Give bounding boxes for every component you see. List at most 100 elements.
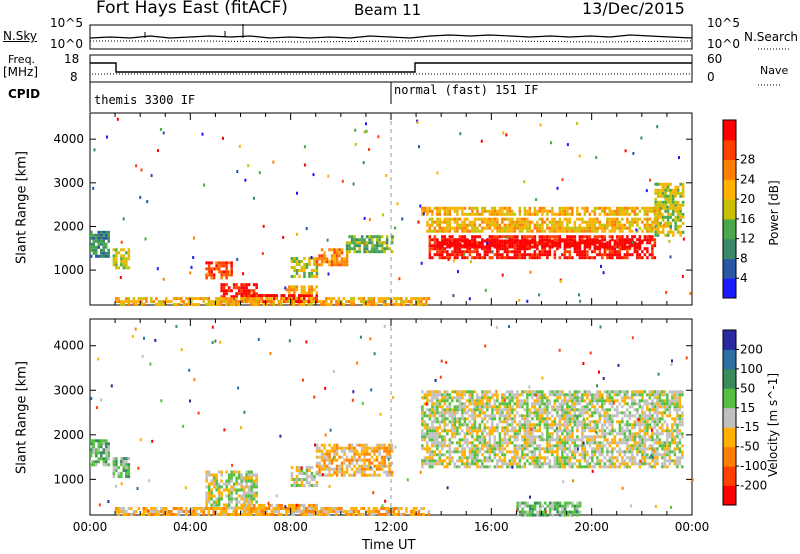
velocity-region-8 [516, 501, 582, 517]
power-ytick-label-1: 2000 [53, 219, 84, 233]
velocity-colorbar-frame [722, 329, 737, 506]
power-colorbar-seg-2 [723, 238, 736, 259]
power-cb-tick-label-4: 20 [740, 192, 755, 206]
power-cb-tick-label-2: 12 [740, 232, 755, 246]
velocity-colorbar-seg-0 [723, 485, 736, 506]
power-ytick-label-2: 3000 [53, 176, 84, 190]
power-colorbar-seg-6 [723, 159, 736, 180]
velocity-colorbar-seg-4 [723, 407, 736, 428]
noise-right-tick-bottom: 10^0 [707, 37, 740, 51]
power-region-9 [115, 297, 431, 307]
time-tick-label-1: 04:00 [173, 520, 208, 534]
power-cb-tick-label-3: 16 [740, 212, 755, 226]
power-colorbar-seg-4 [723, 199, 736, 220]
time-tick-label-2: 08:00 [273, 520, 308, 534]
velocity-region-1 [112, 457, 131, 479]
velocity-region-6 [115, 507, 431, 516]
velocity-cb-tick-label-1: 100 [740, 362, 763, 376]
freq-panel-frame [89, 54, 693, 83]
power-region-11 [426, 217, 659, 233]
velocity-colorbar-seg-6 [723, 368, 736, 389]
velocity-ytick-label-1: 2000 [53, 428, 84, 442]
velocity-cb-tick-label-2: 50 [740, 381, 755, 395]
velocity-colorbar-seg-8 [723, 330, 736, 350]
power-region-2 [205, 261, 233, 280]
noise-right-tick-top: 10^5 [707, 16, 740, 30]
velocity-region-0 [90, 439, 110, 467]
freq-right-tick-bottom: 0 [707, 70, 715, 84]
power-region-6 [290, 257, 319, 278]
noise-search-label: N.Search [744, 30, 799, 44]
velocity-cb-tick-label-5: -50 [740, 440, 760, 454]
cpid-label: CPID [8, 87, 41, 101]
velocity-colorbar-label: Velocity [m s^-1] [766, 372, 780, 478]
power-cb-tick-label-6: 28 [740, 153, 755, 167]
velocity-ytick-label-2: 3000 [53, 383, 84, 397]
noise-sky-line [89, 34, 693, 39]
freq-line [90, 62, 692, 73]
velocity-scatter [90, 324, 694, 514]
power-region-10 [421, 206, 664, 216]
power-region-5 [285, 285, 319, 295]
freq-left-tick-bottom: 8 [70, 70, 78, 84]
noise-left-tick-bottom: 10^0 [50, 37, 83, 51]
power-colorbar-seg-5 [723, 179, 736, 200]
velocity-ylabel: Slant Range [km] [14, 361, 30, 474]
velocity-colorbar-seg-2 [723, 446, 736, 467]
velocity-colorbar-seg-5 [723, 388, 736, 409]
power-colorbar-seg-8 [723, 120, 736, 141]
power-region-4 [240, 294, 318, 304]
power-colorbar-seg-0 [723, 278, 736, 299]
velocity-ytick-label-3: 4000 [53, 339, 84, 353]
power-colorbar-label: Power [dB] [767, 180, 781, 246]
power-cb-tick-label-0: 4 [740, 271, 748, 285]
velocity-region-7 [421, 390, 684, 469]
cpid-segment-2: normal (fast) 151 IF [394, 83, 539, 97]
power-cb-tick-label-1: 8 [740, 251, 748, 265]
velocity-ytick-label-0: 1000 [53, 472, 84, 486]
time-tick-label-0: 00:00 [73, 520, 108, 534]
velocity-cb-tick-label-4: -15 [740, 420, 760, 434]
velocity-colorbar-seg-3 [723, 427, 736, 448]
velocity-cb-tick-label-0: 200 [740, 342, 763, 356]
power-region-14 [654, 182, 685, 237]
velocity-region-3 [240, 503, 318, 513]
power-ytick-label-3: 4000 [53, 132, 84, 146]
time-tick-label-6: 00:00 [675, 520, 710, 534]
power-region-3 [220, 283, 258, 302]
velocity-frame [89, 318, 693, 516]
power-region-0 [90, 230, 110, 258]
freq-right-tick-top: 60 [707, 52, 723, 66]
power-region-1 [112, 248, 131, 270]
time-tick-label-4: 16:00 [474, 520, 509, 534]
noise-left-tick-top: 10^5 [50, 16, 83, 30]
power-ylabel: Slant Range [km] [14, 151, 30, 264]
power-region-7 [315, 248, 349, 267]
power-region-13 [436, 239, 644, 249]
time-tick-label-5: 20:00 [574, 520, 609, 534]
power-frame [89, 112, 693, 306]
noise-search-line [90, 40, 693, 43]
time-axis-label: Time UT [362, 538, 416, 553]
power-region-12 [428, 235, 657, 260]
velocity-region-4 [290, 466, 319, 487]
velocity-colorbar-seg-7 [723, 349, 736, 370]
power-colorbar-seg-3 [723, 218, 736, 240]
velocity-cb-tick-label-3: 15 [740, 401, 755, 415]
velocity-cb-tick-label-6: -100 [740, 459, 767, 473]
power-scatter [92, 117, 692, 303]
power-colorbar-seg-1 [723, 258, 736, 279]
freq-label-2: [MHz] [3, 65, 39, 79]
power-colorbar-seg-7 [723, 139, 736, 161]
power-colorbar-frame [722, 119, 737, 299]
velocity-cb-tick-label-7: -200 [740, 479, 767, 493]
time-tick-label-3: 12:00 [374, 520, 409, 534]
noise-sky-label: N.Sky [3, 29, 38, 43]
power-region-8 [345, 235, 394, 254]
velocity-region-2 [205, 470, 258, 510]
velocity-colorbar-seg-1 [723, 466, 736, 486]
freq-left-tick-top: 18 [64, 52, 80, 66]
power-cb-tick-label-5: 24 [740, 172, 755, 186]
nave-label: Nave [760, 64, 789, 77]
cpid-segment-1: themis 3300 IF [94, 93, 196, 107]
